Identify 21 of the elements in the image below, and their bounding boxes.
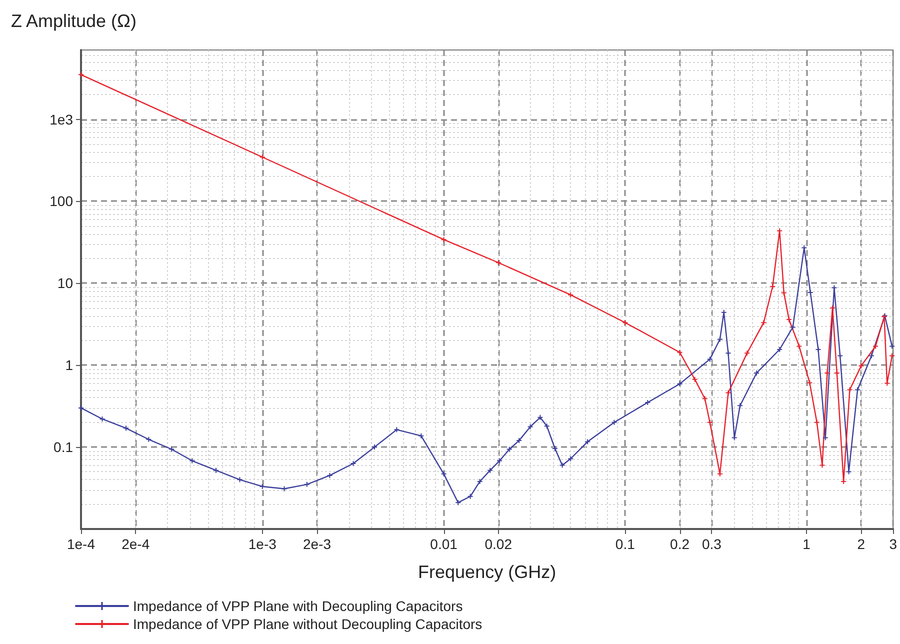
x-tick-label: 1e-3 xyxy=(248,536,277,552)
x-tick-label: 1e-4 xyxy=(66,536,96,552)
x-tick-label: 0.02 xyxy=(484,536,512,552)
x-tick-label: 0.2 xyxy=(670,536,690,552)
x-tick-label: 3 xyxy=(889,536,898,552)
x-tick-label: 2e-4 xyxy=(122,536,150,552)
x-tick-label: 0.1 xyxy=(615,536,636,552)
y-tick-label: 100 xyxy=(50,193,74,210)
y-tick-label: 0.1 xyxy=(54,439,74,456)
legend-label: Impedance of VPP Plane without Decoupling Capacitors xyxy=(133,616,482,632)
x-tick-label: 2 xyxy=(857,536,866,552)
y-tick-label: 10 xyxy=(57,275,74,292)
y-tick-label: 1 xyxy=(65,357,74,374)
x-axis-title: Frequency (GHz) xyxy=(418,562,556,582)
x-tick-label: 0.3 xyxy=(702,536,722,552)
y-axis-title: Z Amplitude (Ω) xyxy=(11,11,136,31)
y-tick-label: 1e3 xyxy=(50,111,74,128)
x-tick-label: 1 xyxy=(802,536,811,552)
x-tick-label: 2e-3 xyxy=(302,536,332,552)
x-tick-label: 0.01 xyxy=(430,536,458,552)
legend-label: Impedance of VPP Plane with Decoupling Capacitors xyxy=(133,598,463,614)
